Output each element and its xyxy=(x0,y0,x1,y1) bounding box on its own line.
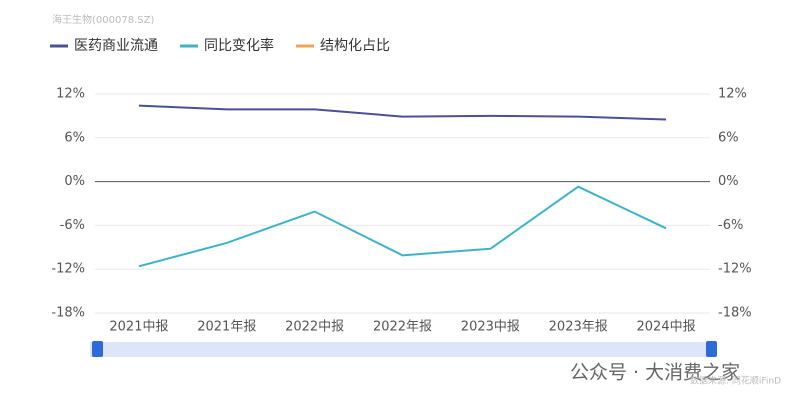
y2-tick-label: 12% xyxy=(718,87,747,102)
zoom-slider[interactable] xyxy=(90,342,712,357)
x-tick-label: 2021中报 xyxy=(109,320,168,335)
x-tick-label: 2023年报 xyxy=(549,320,608,335)
y2-tick-label: -18% xyxy=(718,306,752,321)
legend-label: 结构化占比 xyxy=(320,38,390,54)
x-tick-label: 2022年报 xyxy=(373,320,432,335)
legend-label: 医药商业流通 xyxy=(74,38,158,54)
slider-handle[interactable] xyxy=(706,341,717,357)
x-tick-label: 2021年报 xyxy=(197,320,256,335)
y2-tick-label: -6% xyxy=(718,218,743,233)
y-tick-label: 12% xyxy=(56,87,85,102)
y-tick-label: -12% xyxy=(51,262,85,277)
series-line xyxy=(138,104,667,121)
y-tick-label: -6% xyxy=(60,218,85,233)
y2-tick-label: -12% xyxy=(718,262,752,277)
y2-tick-label: 0% xyxy=(718,174,739,189)
slider-handle[interactable] xyxy=(92,341,103,357)
x-tick-label: 2024中报 xyxy=(637,320,696,335)
y-tick-label: -18% xyxy=(51,306,85,321)
legend-label: 同比变化率 xyxy=(204,37,274,54)
subtitle: 海王生物(000078.SZ) xyxy=(52,13,154,26)
y-tick-label: 0% xyxy=(64,174,85,189)
x-tick-label: 2023中报 xyxy=(461,320,520,335)
x-tick-label: 2022中报 xyxy=(285,320,344,335)
y2-tick-label: 6% xyxy=(718,130,739,145)
series-line xyxy=(138,185,667,268)
watermark: 公众号 · 大消费之家 xyxy=(570,362,740,384)
source: 数据来源: 同花顺iFinD xyxy=(690,375,781,387)
y-tick-label: 6% xyxy=(64,130,85,145)
